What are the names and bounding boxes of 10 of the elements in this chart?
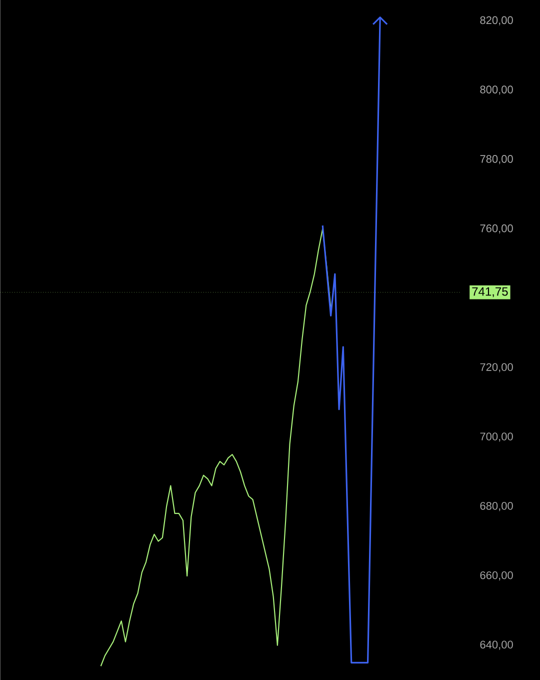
- y-tick-label: 780,00: [480, 155, 513, 164]
- y-tick-label: 660,00: [480, 571, 513, 580]
- y-tick-label: 700,00: [480, 432, 513, 442]
- y-tick-label: 820,00: [480, 16, 513, 26]
- y-tick-label: 640,00: [480, 640, 513, 650]
- y-tick-label: 720,00: [480, 363, 513, 372]
- y-tick-label: 760,00: [480, 224, 513, 234]
- y-tick-label: 800,00: [480, 86, 513, 95]
- ref-line-label: 741,75: [472, 287, 508, 298]
- y-tick-label: 680,00: [480, 502, 513, 512]
